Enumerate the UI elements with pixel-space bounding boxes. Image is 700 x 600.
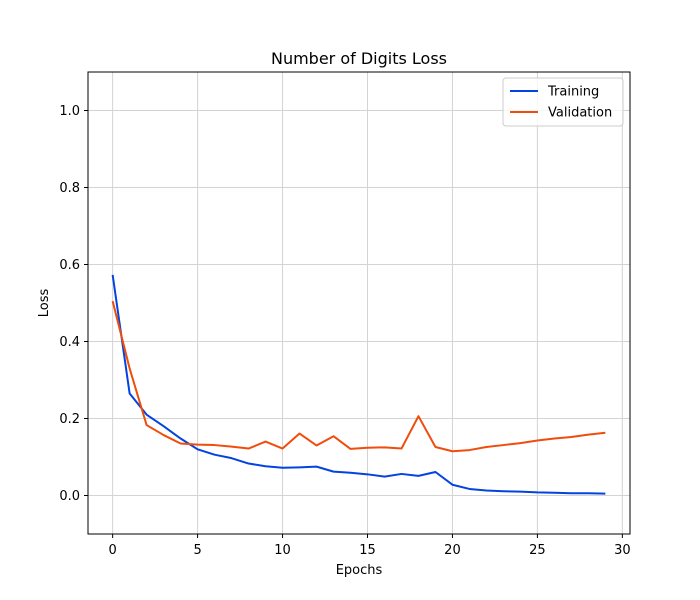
plot-area (88, 72, 630, 534)
plot-frame (87, 71, 631, 535)
x-tick-label: 15 (359, 543, 376, 558)
x-tick-label: 0 (108, 543, 116, 558)
series-layer (111, 274, 606, 495)
y-tick-label: 0.6 (59, 258, 80, 273)
grid-lines (88, 72, 630, 534)
x-axis-label: Epochs (336, 563, 383, 578)
axis-ticks: 0 5 10 15 20 25 30 0.0 0.2 0.4 0.6 0.8 1.0 (59, 104, 630, 558)
x-tick-label: 30 (614, 543, 631, 558)
legend-label-training: Training (547, 85, 599, 100)
chart-title: Number of Digits Loss (271, 49, 447, 68)
y-tick-label: 0.8 (59, 181, 80, 196)
legend-label-validation: Validation (548, 106, 612, 121)
series-line-training (111, 274, 606, 495)
x-tick-label: 25 (529, 543, 546, 558)
series-line-validation (111, 300, 606, 453)
x-tick-label: 5 (193, 543, 201, 558)
y-tick-label: 0.2 (59, 412, 80, 427)
y-tick-label: 1.0 (59, 104, 80, 119)
y-tick-label: 0.4 (59, 335, 80, 350)
y-tick-label: 0.0 (59, 489, 80, 504)
legend: Training Validation (502, 77, 624, 127)
x-tick-label: 20 (444, 543, 461, 558)
y-axis-label: Loss (37, 289, 52, 318)
x-tick-label: 10 (274, 543, 291, 558)
